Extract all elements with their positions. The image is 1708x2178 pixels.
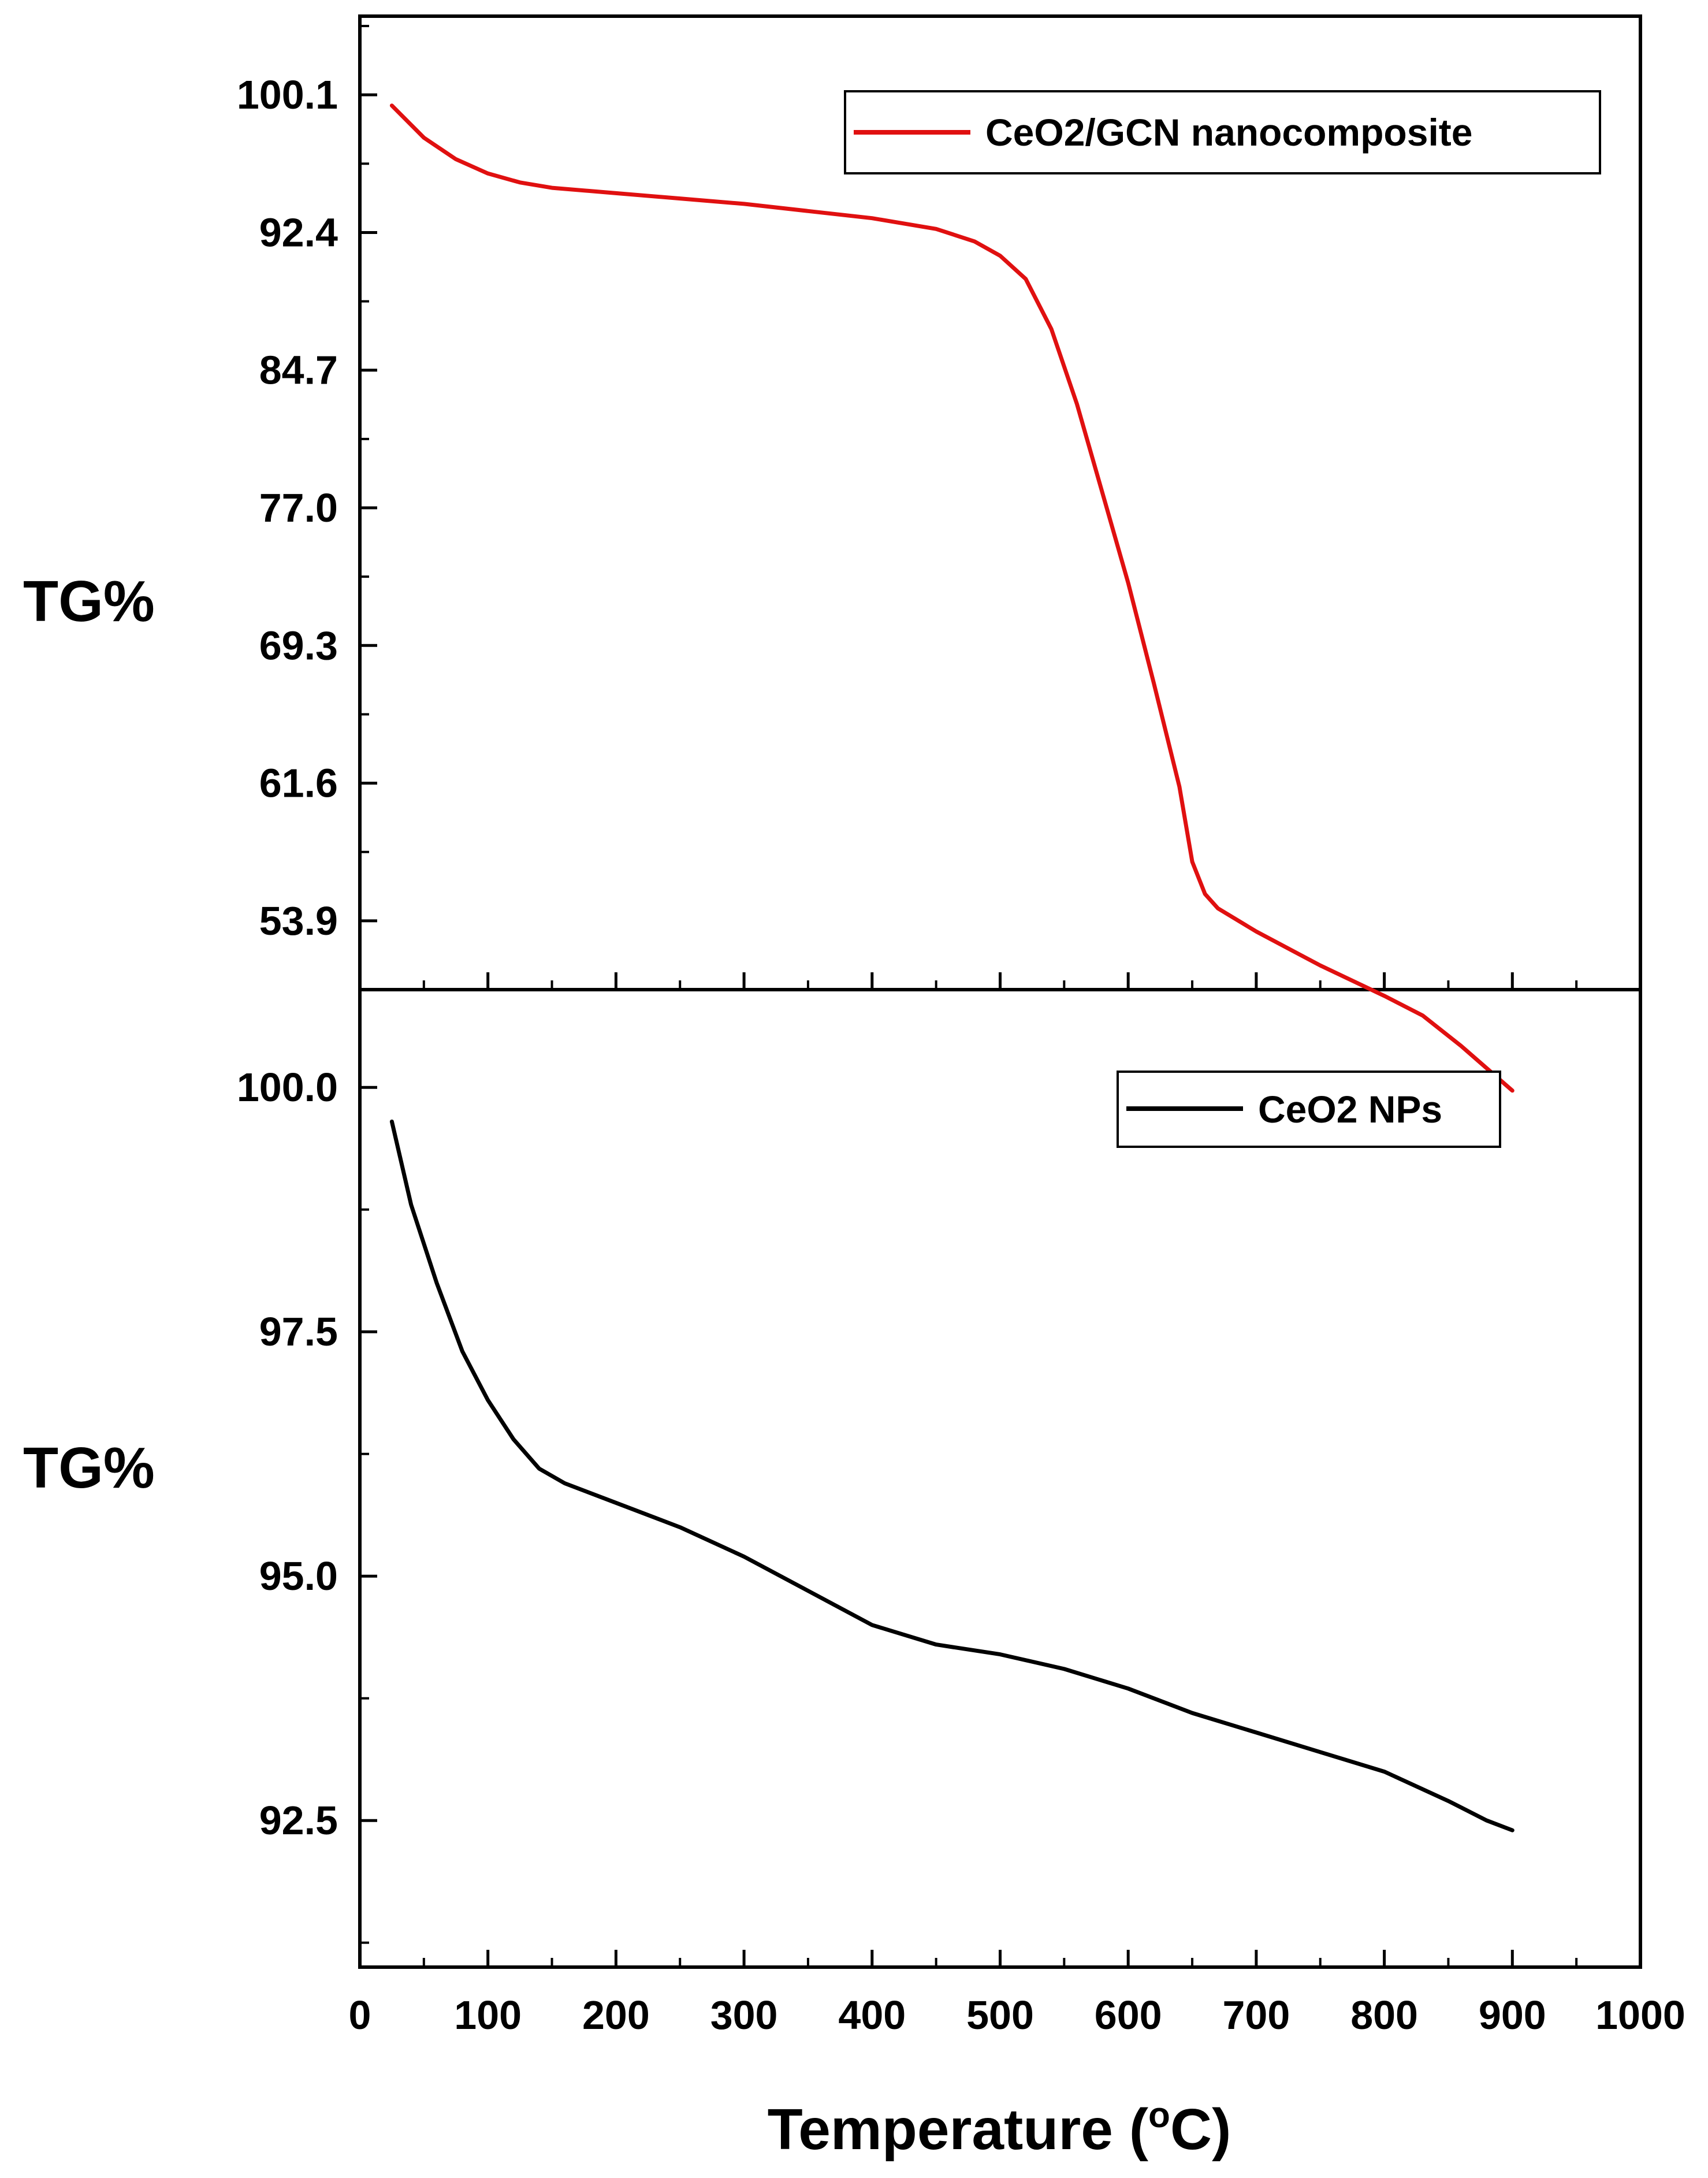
y-tick-label-top-5: 61.6 xyxy=(259,761,338,806)
y-tick-label-top-1: 92.4 xyxy=(259,210,338,255)
y-tick-label-bottom-0: 100.0 xyxy=(237,1065,338,1110)
series-line-ceo2-gcn xyxy=(389,103,1514,1093)
x-axis-title-end: C) xyxy=(1170,2097,1231,2162)
x-axis-title-main: Temperature ( xyxy=(768,2097,1149,2162)
y-tick-label-bottom-1: 97.5 xyxy=(259,1309,338,1354)
x-axis-title: Temperature (oC) xyxy=(768,2095,1231,2162)
x-tick-label-10: 1000 xyxy=(1595,1993,1685,2038)
x-tick-label-3: 300 xyxy=(710,1993,778,2038)
top-y-axis-title: TG% xyxy=(23,569,155,634)
top-y-ticks: 100.1 92.4 84.7 77.0 69.3 61.6 53.9 xyxy=(237,25,377,943)
top-x-ticks xyxy=(422,972,1578,990)
x-tick-label-8: 800 xyxy=(1350,1993,1418,2038)
legend-bottom-label: CeO2 NPs xyxy=(1258,1088,1442,1131)
y-tick-label-bottom-2: 95.0 xyxy=(259,1553,338,1599)
x-tick-label-2: 200 xyxy=(582,1993,650,2038)
bottom-y-ticks: 100.0 97.5 95.0 92.5 xyxy=(237,1065,377,1944)
x-tick-labels: 0 100 200 300 400 500 600 700 800 900 1000 xyxy=(349,1993,1685,2038)
y-tick-label-top-3: 77.0 xyxy=(259,485,338,530)
y-tick-label-top-2: 84.7 xyxy=(259,348,338,393)
y-tick-label-top-4: 69.3 xyxy=(259,623,338,668)
x-tick-label-0: 0 xyxy=(349,1993,371,2038)
x-tick-label-7: 700 xyxy=(1223,1993,1290,2038)
x-tick-label-1: 100 xyxy=(454,1993,522,2038)
legend-top-box xyxy=(844,90,1601,174)
bottom-x-ticks xyxy=(422,1950,1578,1967)
legend-bottom: CeO2 NPs xyxy=(1117,1071,1501,1148)
x-tick-label-6: 600 xyxy=(1095,1993,1162,2038)
x-axis-title-degree: o xyxy=(1148,2095,1170,2135)
legend-top: CeO2/GCN nanocomposite xyxy=(844,90,1601,174)
bottom-y-axis-title: TG% xyxy=(23,1436,155,1500)
y-tick-label-top-0: 100.1 xyxy=(237,72,338,117)
y-tick-label-top-6: 53.9 xyxy=(259,898,338,943)
legend-top-label: CeO2/GCN nanocomposite xyxy=(985,111,1472,154)
y-tick-label-bottom-3: 92.5 xyxy=(259,1798,338,1843)
x-tick-label-4: 400 xyxy=(838,1993,906,2038)
x-tick-label-9: 900 xyxy=(1479,1993,1546,2038)
x-tick-label-5: 500 xyxy=(966,1993,1034,2038)
series-line-ceo2-nps xyxy=(389,1119,1514,1833)
